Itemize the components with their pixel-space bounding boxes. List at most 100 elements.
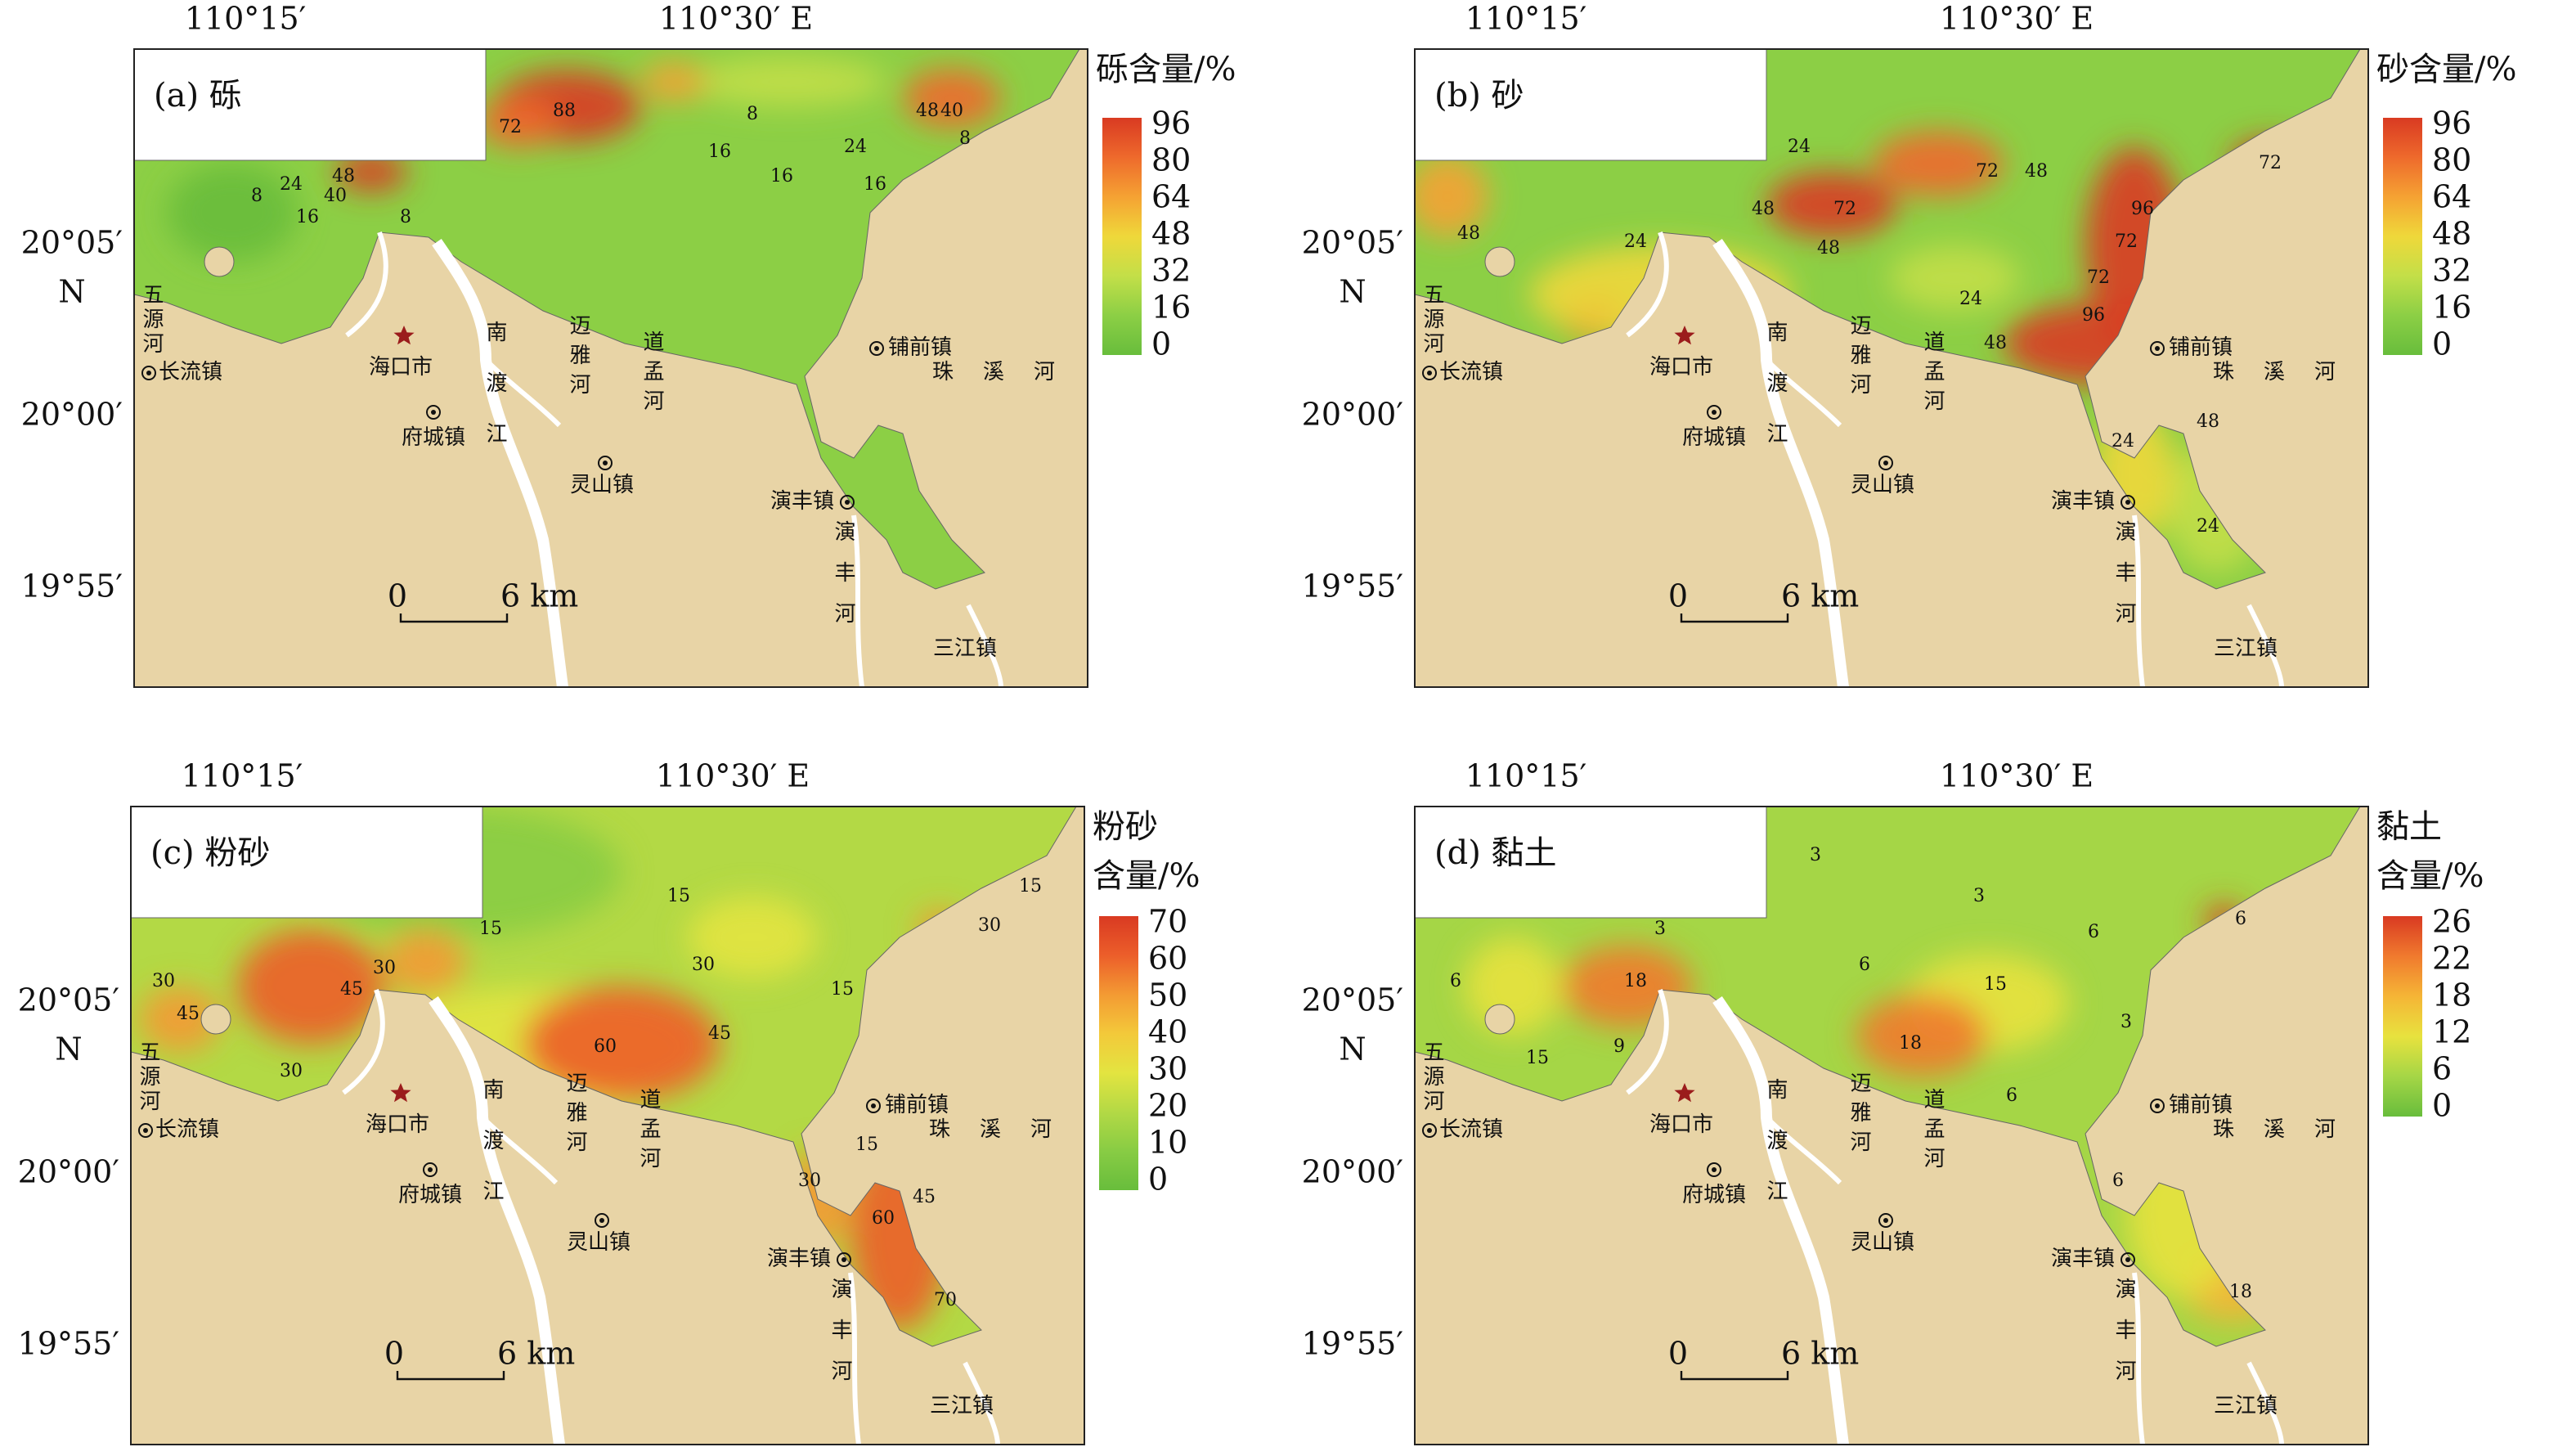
contour-label: 45 bbox=[708, 1023, 731, 1044]
place-label: 演丰镇 bbox=[770, 489, 834, 514]
legend-tick-label: 96 bbox=[1151, 106, 1191, 142]
longitude-label: 110°30′ E bbox=[656, 758, 810, 794]
contour-label: 72 bbox=[1833, 199, 1856, 219]
place-label: 长流镇 bbox=[159, 360, 222, 384]
contour-label: 15 bbox=[1526, 1048, 1549, 1068]
town-icon bbox=[2155, 346, 2160, 351]
blank-area bbox=[134, 49, 486, 160]
capital-star bbox=[390, 1083, 411, 1103]
place-label: 南渡江 bbox=[1763, 321, 1788, 473]
scale-bar bbox=[399, 613, 509, 623]
contour-label: 24 bbox=[844, 137, 867, 157]
contour-label: 8 bbox=[747, 104, 758, 124]
capital-star bbox=[1674, 326, 1695, 345]
place-label: 铺前镇 bbox=[2169, 335, 2233, 360]
place-label: 长流镇 bbox=[1439, 360, 1503, 384]
frame bbox=[130, 806, 1085, 1445]
contour-label: 3 bbox=[2120, 1012, 2132, 1032]
river bbox=[2246, 604, 2284, 688]
town-icon bbox=[2155, 1103, 2160, 1108]
island bbox=[1484, 1004, 1515, 1035]
longitude-label: 110°15′ bbox=[182, 758, 303, 794]
blank-area bbox=[1415, 49, 1766, 160]
place-label: 长流镇 bbox=[1439, 1117, 1503, 1142]
contour-label: 6 bbox=[2088, 922, 2099, 942]
place-label: 五源河 bbox=[136, 1040, 160, 1114]
capital-star bbox=[1674, 1083, 1695, 1103]
contour-label: 24 bbox=[1624, 231, 1647, 252]
latitude-label: N bbox=[58, 274, 85, 310]
content-zone bbox=[903, 69, 1001, 128]
town-icon bbox=[146, 371, 151, 375]
legend-tick-label: 48 bbox=[2432, 216, 2471, 252]
river bbox=[1712, 239, 1849, 688]
scale-label: 6 km bbox=[497, 1336, 575, 1372]
panel-label: (a) 砾 bbox=[154, 77, 242, 115]
island bbox=[204, 246, 235, 277]
contour-label: 8 bbox=[959, 128, 971, 149]
contour-label: 72 bbox=[2259, 153, 2282, 173]
contour-label: 3 bbox=[1810, 845, 1821, 865]
river bbox=[429, 996, 565, 1445]
place-label: 演丰河 bbox=[2112, 1278, 2136, 1400]
contour-label: 24 bbox=[2112, 431, 2134, 452]
river bbox=[2246, 1361, 2284, 1445]
panel-label: (b) 砂 bbox=[1434, 77, 1524, 115]
scale-label: 0 bbox=[388, 578, 407, 614]
legend-tick-label: 0 bbox=[1151, 326, 1171, 362]
place-label: 长流镇 bbox=[155, 1117, 219, 1142]
place-label: 海口市 bbox=[366, 1112, 429, 1137]
contour-label: 48 bbox=[1457, 223, 1480, 244]
town-icon bbox=[1427, 371, 1432, 375]
place-label: 道孟河 bbox=[1920, 330, 1945, 419]
contour-label: 8 bbox=[400, 207, 411, 227]
river bbox=[345, 231, 388, 338]
town-icon bbox=[1712, 1167, 1717, 1172]
contour-label: 15 bbox=[1984, 974, 2007, 995]
longitude-label: 110°30′ E bbox=[1940, 1, 2094, 37]
place-label: 海口市 bbox=[1649, 355, 1713, 380]
town-icon bbox=[845, 500, 850, 505]
sea-base bbox=[1415, 807, 2360, 1346]
river bbox=[480, 1115, 559, 1185]
legend-bar bbox=[1102, 118, 1142, 355]
contour-label: 48 bbox=[1984, 333, 2007, 353]
river bbox=[483, 357, 562, 428]
latitude-label: 19°55′ bbox=[1302, 1326, 1403, 1362]
contour-label: 6 bbox=[2006, 1085, 2017, 1106]
contour-label: 96 bbox=[2082, 305, 2105, 326]
content-zone bbox=[384, 929, 466, 995]
place-label: 五源河 bbox=[1420, 1040, 1444, 1114]
latitude-label: N bbox=[55, 1031, 82, 1067]
place-label: 铺前镇 bbox=[2169, 1093, 2233, 1117]
place-label: 迈雅河 bbox=[1847, 1072, 1871, 1160]
coastline bbox=[1414, 48, 2361, 590]
contour-label: 24 bbox=[280, 174, 303, 195]
legend-tick-label: 96 bbox=[2432, 106, 2471, 142]
contour-label: 6 bbox=[2235, 909, 2246, 929]
legend-tick-label: 26 bbox=[2432, 904, 2471, 940]
sea bbox=[134, 49, 1079, 589]
town-icon bbox=[1422, 366, 1437, 380]
longitude-label: 110°15′ bbox=[1465, 758, 1587, 794]
place-label: 府城镇 bbox=[1682, 1183, 1746, 1207]
river bbox=[1626, 231, 1669, 338]
legend-tick-label: 20 bbox=[1148, 1088, 1187, 1124]
river bbox=[851, 515, 864, 688]
legend-tick-label: 50 bbox=[1148, 977, 1187, 1013]
legend-tick-label: 0 bbox=[2432, 326, 2452, 362]
contour-label: 18 bbox=[1899, 1033, 1922, 1054]
legend-title: 含量/% bbox=[2376, 857, 2484, 895]
contour-label: 45 bbox=[913, 1187, 936, 1207]
coastline bbox=[133, 48, 1080, 590]
town-icon bbox=[869, 341, 884, 356]
place-label: 三江镇 bbox=[2214, 636, 2278, 661]
contour-label: 6 bbox=[2112, 1171, 2124, 1191]
town-icon bbox=[840, 495, 855, 510]
panel-label: (c) 粉砂 bbox=[150, 834, 270, 872]
contour-label: 15 bbox=[831, 979, 854, 1000]
river bbox=[2132, 515, 2145, 688]
legend-title: 粉砂 bbox=[1093, 808, 1158, 846]
place-label: 铺前镇 bbox=[888, 335, 952, 360]
